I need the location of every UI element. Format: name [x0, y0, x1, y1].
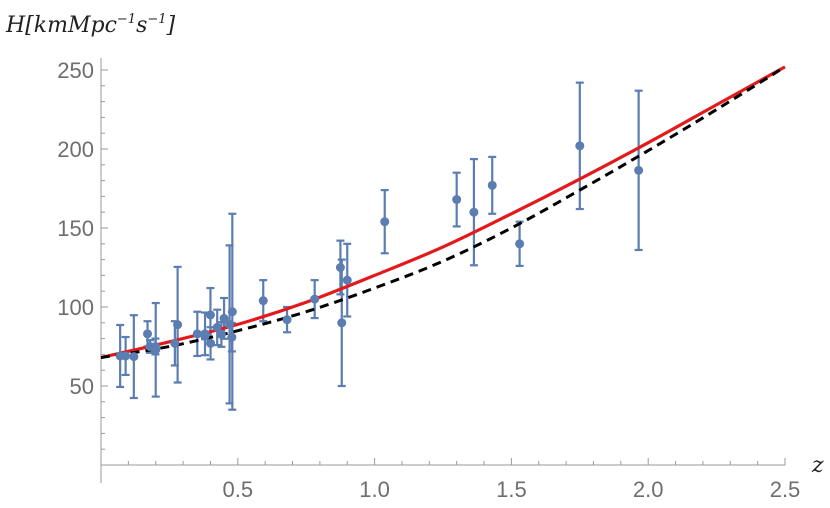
x-tick-label: 1.5: [496, 477, 527, 502]
data-point: [173, 320, 183, 330]
data-point: [170, 338, 180, 348]
data-point: [227, 332, 237, 342]
y-axis-title: H[kmMpc−1s−1]: [5, 12, 176, 38]
data-point: [212, 322, 222, 332]
y-tick-label: 200: [57, 137, 94, 162]
data-point: [634, 165, 644, 175]
y-tick-label: 100: [57, 295, 94, 320]
data-point: [200, 329, 210, 339]
data-point: [206, 338, 216, 348]
data-point: [205, 310, 215, 320]
error-bars: [116, 81, 643, 411]
data-point: [337, 318, 347, 328]
model-curves: [100, 65, 786, 360]
y-tick-label: 250: [57, 58, 94, 83]
data-point: [225, 319, 235, 329]
data-point: [282, 315, 292, 325]
x-tick-label: 2.0: [633, 477, 664, 502]
data-point: [219, 313, 229, 323]
data-point: [469, 207, 479, 217]
y-tick-label: 150: [57, 216, 94, 241]
data-points: [115, 141, 644, 362]
data-point: [487, 180, 497, 190]
data-point: [310, 294, 320, 304]
data-point: [575, 141, 585, 151]
data-point: [129, 352, 139, 362]
data-point: [342, 275, 352, 285]
data-point: [192, 329, 202, 339]
x-axis-title: z: [811, 453, 824, 478]
data-point: [452, 195, 462, 205]
x-tick-label: 1.0: [359, 477, 390, 502]
x-tick-label: 2.5: [770, 477, 801, 502]
data-point: [380, 217, 390, 227]
y-tick-label: 50: [70, 374, 94, 399]
tick-labels: 0.5 1.0 1.5 2.0 2.5 50 100 150 200 250: [57, 58, 800, 502]
dashed-model-curve: [100, 65, 786, 360]
data-point: [515, 239, 525, 249]
solid-model-curve: [100, 65, 786, 360]
x-tick-label: 0.5: [223, 477, 254, 502]
data-point: [258, 296, 268, 306]
data-point: [227, 307, 237, 317]
data-point: [335, 263, 345, 272]
data-point: [121, 351, 131, 361]
data-point: [151, 345, 161, 355]
axes: [100, 58, 785, 483]
tick-marks: [101, 69, 786, 465]
data-point: [143, 329, 153, 339]
data-point: [216, 329, 226, 339]
